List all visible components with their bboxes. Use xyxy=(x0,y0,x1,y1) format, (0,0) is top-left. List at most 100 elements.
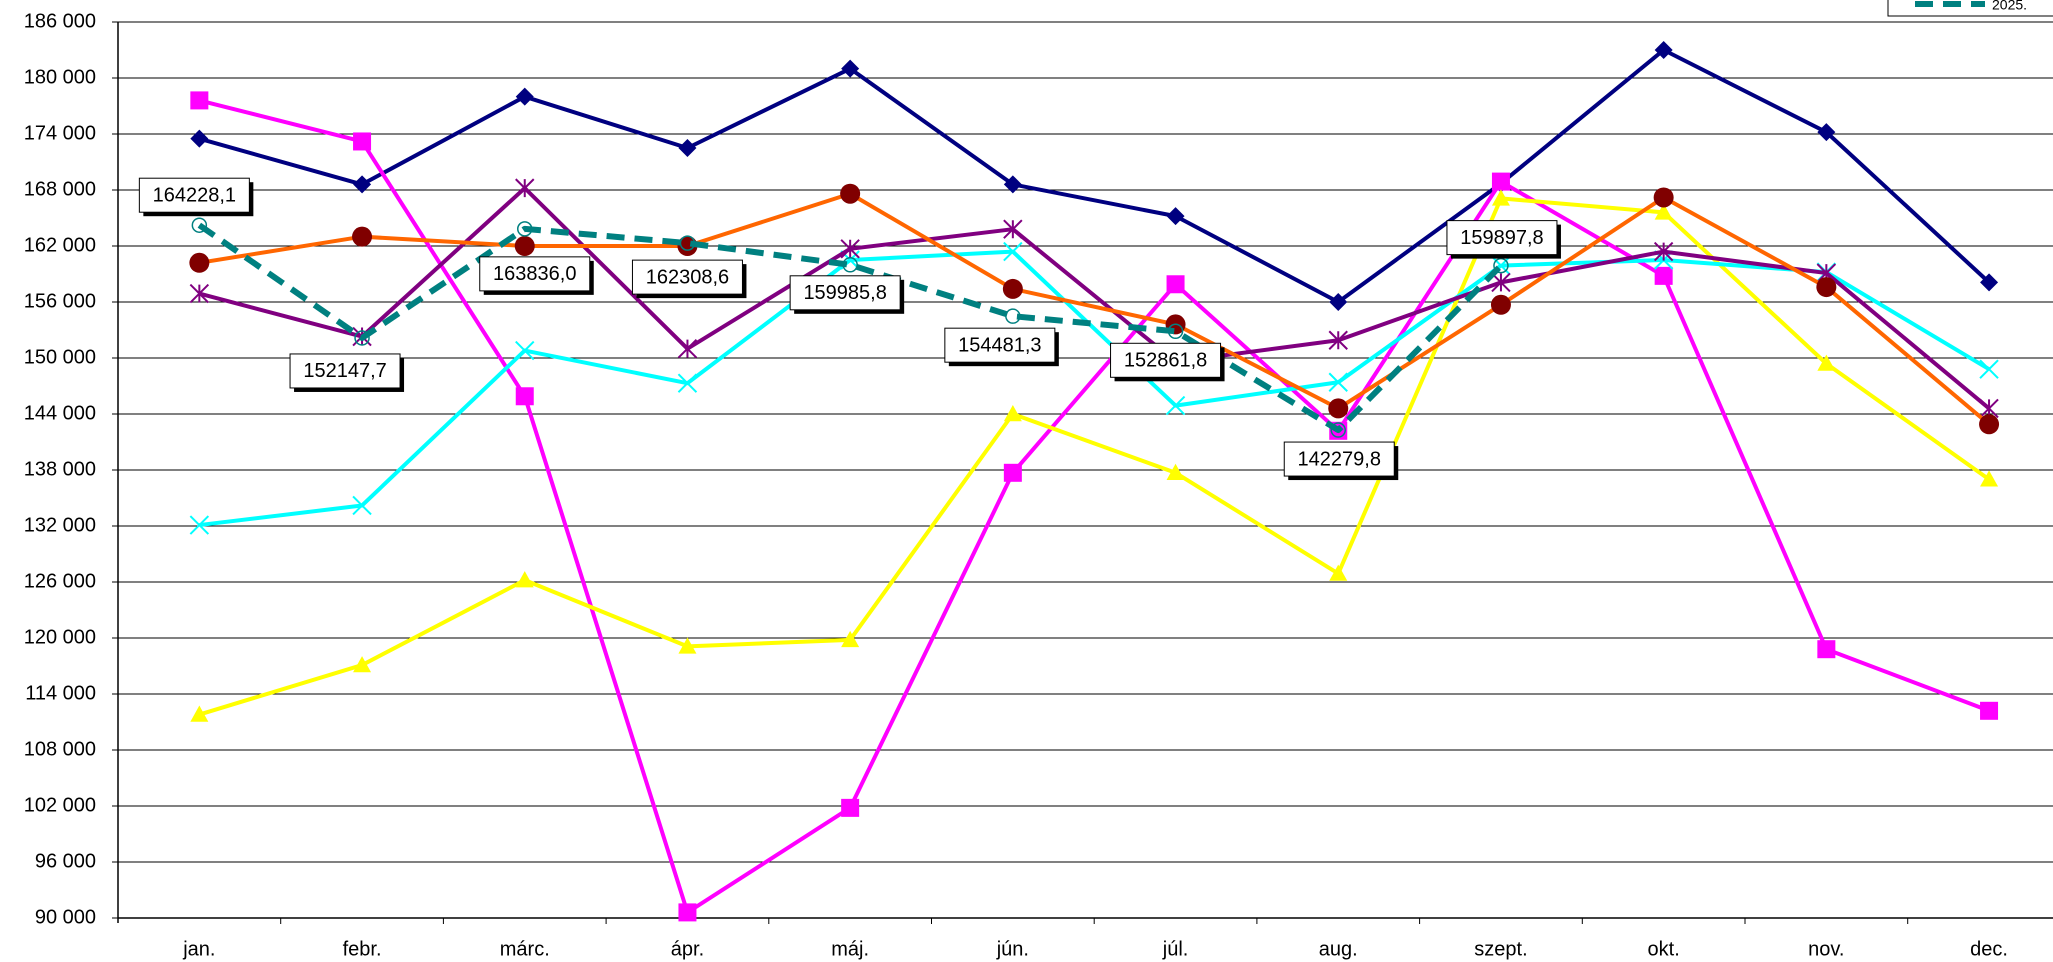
data-label: 164228,1 xyxy=(153,184,236,206)
marker xyxy=(1328,330,1348,350)
marker xyxy=(1491,189,1510,206)
marker xyxy=(1165,395,1186,416)
series-line xyxy=(198,48,1991,304)
marker xyxy=(190,91,209,110)
marker xyxy=(354,330,370,346)
data-label: 154481,3 xyxy=(958,334,1041,356)
x-tick-label: okt. xyxy=(1648,938,1680,960)
marker xyxy=(1328,398,1349,419)
marker xyxy=(840,239,860,259)
marker xyxy=(517,221,533,237)
marker xyxy=(841,798,860,817)
marker xyxy=(1979,359,1999,379)
y-tick-label: 114 000 xyxy=(25,682,96,704)
x-tick-label: máj. xyxy=(831,938,869,960)
marker xyxy=(1817,123,1836,142)
marker xyxy=(190,705,209,722)
marker xyxy=(841,59,860,78)
y-tick-label: 156 000 xyxy=(24,290,96,312)
marker xyxy=(1490,294,1511,315)
x-tick-label: szept. xyxy=(1474,938,1527,960)
data-label: 142279,8 xyxy=(1298,448,1381,470)
x-tick-label: ápr. xyxy=(671,938,704,960)
x-tick-label: márc. xyxy=(500,938,550,960)
y-tick-label: 138 000 xyxy=(24,458,96,480)
marker xyxy=(514,236,535,256)
marker xyxy=(1329,293,1348,311)
marker xyxy=(515,340,535,361)
label-box xyxy=(631,259,743,295)
marker xyxy=(1003,405,1022,422)
y-tick-label: 132 000 xyxy=(24,514,96,536)
y-tick-label: 102 000 xyxy=(24,794,96,816)
y-tick-label: 150 000 xyxy=(24,346,96,368)
marker xyxy=(1654,203,1673,220)
series-line xyxy=(199,191,1991,426)
label-box xyxy=(138,177,250,213)
marker xyxy=(515,87,534,106)
marker xyxy=(1817,354,1836,371)
label-box xyxy=(789,275,901,311)
x-tick-label: aug. xyxy=(1319,938,1358,960)
marker xyxy=(1491,172,1510,191)
marker xyxy=(1166,275,1185,294)
y-tick-label: 90 000 xyxy=(35,906,96,928)
marker xyxy=(191,217,208,233)
marker xyxy=(1653,187,1674,208)
marker xyxy=(353,132,372,151)
marker xyxy=(1166,463,1185,480)
marker xyxy=(1167,323,1184,340)
y-tick-label: 144 000 xyxy=(24,402,96,424)
data-label: 163836,0 xyxy=(493,263,576,285)
marker xyxy=(1817,640,1836,659)
y-tick-label: 180 000 xyxy=(24,66,96,88)
marker xyxy=(1003,175,1022,194)
marker xyxy=(189,515,210,535)
x-tick-label: jún. xyxy=(996,938,1029,960)
legend-box xyxy=(1887,0,2053,17)
data-label: 152861,8 xyxy=(1124,350,1207,372)
y-tick-label: 174 000 xyxy=(24,122,96,144)
data-label: 159985,8 xyxy=(803,282,886,304)
marker xyxy=(677,338,698,359)
series-line xyxy=(197,222,1504,434)
series-line xyxy=(198,196,1991,717)
series-line xyxy=(199,249,1991,528)
marker xyxy=(353,656,372,673)
y-tick-label: 96 000 xyxy=(35,850,96,872)
y-tick-label: 120 000 xyxy=(24,626,96,648)
label-box xyxy=(479,256,591,292)
marker xyxy=(1491,272,1511,293)
marker xyxy=(352,226,373,247)
x-tick-label: nov. xyxy=(1808,938,1844,960)
data-label: 162308,6 xyxy=(646,266,729,288)
marker xyxy=(1330,422,1346,438)
marker xyxy=(840,183,861,204)
marker xyxy=(841,630,860,648)
marker xyxy=(1980,273,1999,292)
marker xyxy=(1654,41,1673,59)
series-line xyxy=(198,186,1991,410)
marker xyxy=(1329,564,1348,581)
data-label: 159897,8 xyxy=(1460,227,1543,249)
marker xyxy=(515,571,534,588)
x-tick-label: dec. xyxy=(1970,938,2008,960)
data-label: 152147,7 xyxy=(303,360,386,382)
marker xyxy=(678,637,697,654)
marker xyxy=(842,257,858,273)
marker xyxy=(1979,414,2000,435)
marker xyxy=(1654,266,1673,285)
label-box xyxy=(944,327,1056,363)
y-tick-label: 186 000 xyxy=(24,10,96,32)
marker xyxy=(1328,372,1348,392)
marker xyxy=(189,283,210,304)
y-tick-label: 108 000 xyxy=(24,738,96,760)
marker xyxy=(353,175,372,194)
legend-label: 2025. xyxy=(1992,0,2027,13)
marker xyxy=(679,235,696,251)
marker xyxy=(1003,463,1022,482)
label-box xyxy=(289,353,401,389)
y-tick-label: 162 000 xyxy=(24,234,96,256)
marker xyxy=(678,903,697,922)
